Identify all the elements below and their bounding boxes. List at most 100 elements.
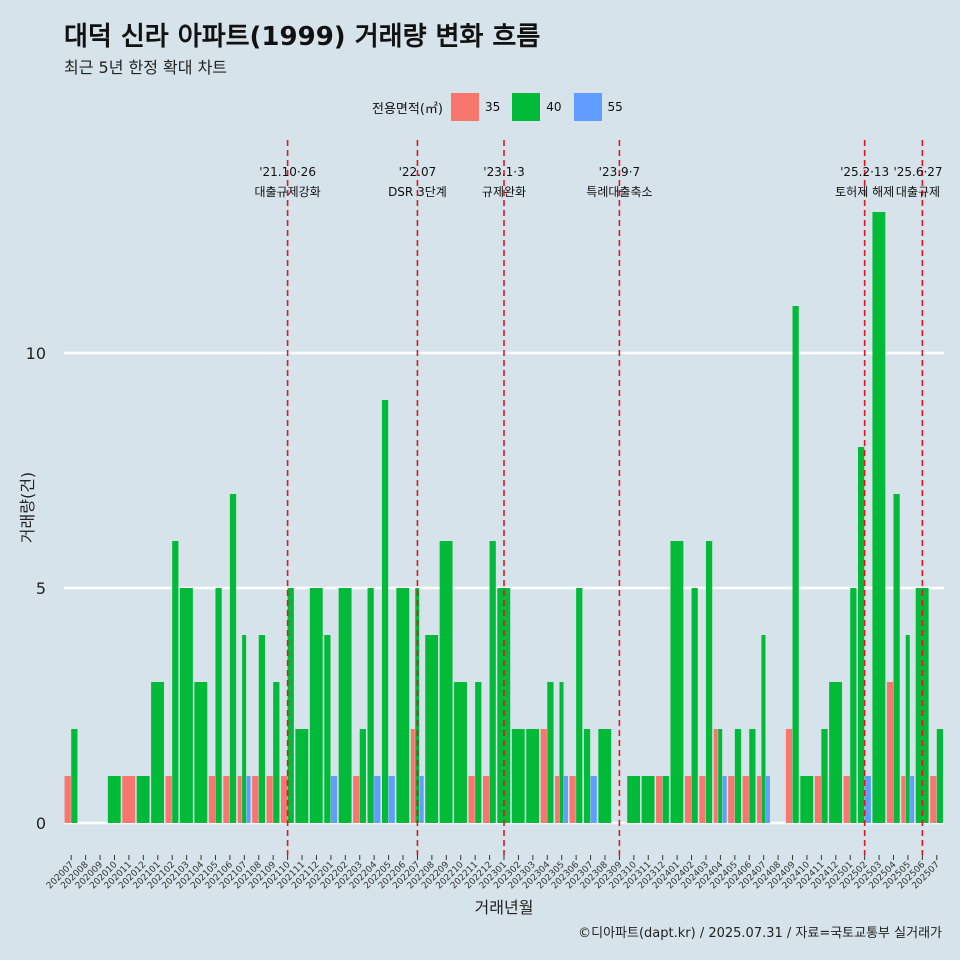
bar-202502-40: [858, 447, 865, 823]
bar-202209-40: [439, 541, 453, 823]
bar-202306-40: [576, 588, 583, 823]
bar-202403-40: [705, 541, 713, 823]
bar-202505-35: [901, 776, 906, 823]
y-axis-title: 거래량(건): [18, 472, 37, 543]
bar-202205-55: [388, 776, 395, 823]
bar-202305-40: [559, 682, 564, 823]
legend-swatch-40: [512, 93, 541, 121]
bar-202108-40: [258, 635, 265, 823]
bar-202401-40: [670, 541, 684, 823]
legend-title: 전용면적(㎡): [372, 101, 443, 117]
bar-202112-40: [309, 588, 323, 823]
bar-202101-40: [151, 682, 165, 823]
legend-label-55: 55: [607, 100, 623, 114]
bar-202504-35: [886, 682, 894, 823]
legend-item-40: 40: [512, 93, 567, 121]
bar-202409-35: [785, 729, 793, 823]
bar-202405-35: [728, 776, 735, 823]
bar-202208-40: [425, 635, 439, 823]
bar-202007-40: [71, 729, 78, 823]
bar-202207-55: [419, 776, 424, 823]
bar-202109-35: [266, 776, 273, 823]
chart-subtitle: 최근 5년 한정 확대 차트: [64, 58, 228, 77]
chart-title: 대덕 신라 아파트(1999) 거래량 변화 흐름: [64, 22, 541, 52]
bar-202102-35: [165, 776, 172, 823]
event-date: '25.6·27: [893, 165, 942, 179]
event-date: '22.07: [399, 165, 437, 179]
legend-item-35: 35: [450, 93, 506, 121]
y-tick-label: 5: [36, 579, 46, 598]
bar-202402-40: [691, 588, 698, 823]
bar-202306-35: [569, 776, 576, 823]
event-label: 규제완화: [482, 185, 526, 199]
bar-202102-40: [172, 541, 179, 823]
bar-202110-35: [280, 776, 288, 823]
bar-202307-40: [583, 729, 591, 823]
legend-swatch-35: [450, 93, 479, 121]
bar-202302-40: [511, 729, 525, 823]
bar-202305-35: [555, 776, 560, 823]
bar-202410-40: [800, 776, 814, 823]
bar-202304-35: [540, 729, 547, 823]
bar-202211-35: [468, 776, 475, 823]
bar-202106-40: [229, 494, 237, 823]
bar-202210-40: [454, 682, 467, 823]
bar-202501-35: [843, 776, 850, 823]
bar-202403-35: [699, 776, 706, 823]
bar-202405-40: [734, 729, 742, 823]
bar-202507-40: [936, 729, 944, 823]
y-tick-label: 10: [26, 344, 46, 363]
bar-202404-55: [722, 776, 727, 823]
bar-202504-40: [893, 494, 900, 823]
bar-202105-40: [215, 588, 222, 823]
bar-202303-40: [526, 729, 540, 823]
bar-202411-35: [814, 776, 821, 823]
event-label: 토허제 해제: [835, 185, 894, 199]
event-label: DSR 3단계: [388, 185, 447, 199]
bar-202407-35: [757, 776, 762, 823]
bar-202203-40: [359, 729, 366, 823]
bar-202202-40: [338, 588, 352, 823]
bar-202207-35: [410, 729, 415, 823]
bar-202310-40: [627, 776, 641, 823]
bar-202505-55: [910, 776, 915, 823]
bar-202404-35: [713, 729, 718, 823]
bar-202312-40: [662, 776, 669, 823]
bar-202107-55: [246, 776, 251, 823]
bar-202503-40: [872, 212, 886, 823]
bar-202411-40: [821, 729, 828, 823]
bar-202304-40: [547, 682, 554, 823]
legend-label-35: 35: [484, 100, 501, 114]
bar-202507-35: [930, 776, 937, 823]
bar-202010-40: [107, 776, 121, 823]
bar-202308-40: [598, 729, 612, 823]
bar-202109-40: [273, 682, 280, 823]
bar-202211-40: [475, 682, 482, 823]
legend-swatch-55: [573, 93, 602, 121]
bar-202311-40: [641, 776, 655, 823]
bar-202307-55: [590, 776, 597, 823]
bar-202412-40: [829, 682, 843, 823]
bar-202501-40: [850, 588, 857, 823]
bar-202205-40: [381, 400, 389, 823]
bar-202012-40: [136, 776, 150, 823]
bar-202011-35: [122, 776, 136, 823]
event-date: '21.10·26: [259, 165, 316, 179]
bar-202505-40: [905, 635, 910, 823]
bar-202201-40: [324, 635, 331, 823]
legend-label-40: 40: [546, 100, 562, 114]
bar-202007-35: [64, 776, 71, 823]
event-date: '25.2·13: [840, 165, 889, 179]
x-axis-title: 거래년월: [475, 898, 534, 917]
bar-202107-35: [237, 776, 242, 823]
bar-202406-35: [742, 776, 749, 823]
y-tick-label: 0: [36, 814, 46, 833]
bar-202106-35: [223, 776, 230, 823]
bar-202203-35: [353, 776, 360, 823]
bar-202312-35: [656, 776, 663, 823]
bar-202110-40: [287, 588, 294, 823]
bar-202108-35: [252, 776, 259, 823]
event-date: '23.1·3: [483, 165, 524, 179]
event-label: 특례대출축소: [586, 185, 652, 199]
